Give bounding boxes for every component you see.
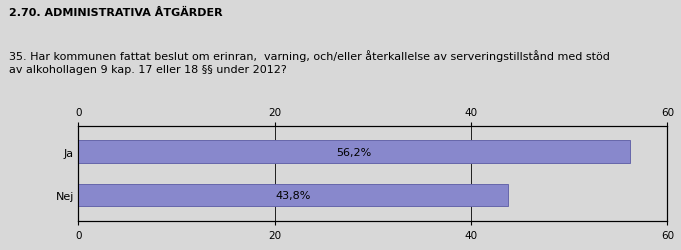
Text: 2.70. ADMINISTRATIVA ÅTGÄRDER: 2.70. ADMINISTRATIVA ÅTGÄRDER xyxy=(9,8,223,18)
Text: 43,8%: 43,8% xyxy=(276,190,311,200)
Text: 35. Har kommunen fattat beslut om erinran,  varning, och/eller återkallelse av s: 35. Har kommunen fattat beslut om erinra… xyxy=(9,50,609,75)
Bar xyxy=(78,184,508,206)
Bar xyxy=(78,141,630,164)
Text: 56,2%: 56,2% xyxy=(336,147,372,157)
